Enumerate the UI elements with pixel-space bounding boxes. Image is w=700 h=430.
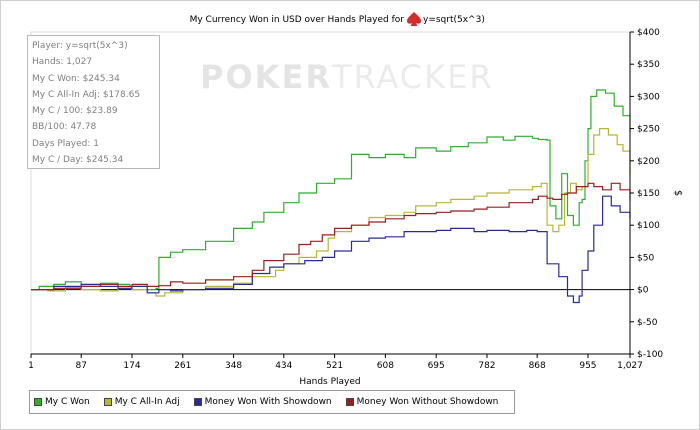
- legend: My C Won My C All-In Adj Money Won With Sh…: [29, 390, 515, 414]
- chart-title-group: My Currency Won in USD over Hands Played…: [190, 12, 485, 26]
- stat-line: My C / 100: $23.89: [32, 106, 118, 117]
- y-tick-label: $-100: [637, 350, 663, 360]
- legend-swatch: [193, 398, 202, 406]
- x-tick-label: 348: [225, 361, 242, 371]
- legend-label: My C Won: [45, 397, 90, 407]
- x-tick-label: 521: [326, 361, 343, 371]
- y-tick-label: $350: [637, 60, 660, 70]
- x-axis-label: Hands Played: [299, 377, 360, 387]
- series-line-1: [31, 89, 631, 291]
- y-tick-label: $250: [637, 125, 660, 135]
- x-tick-label: 434: [275, 361, 292, 371]
- y-tick-label: $0: [637, 286, 649, 296]
- y-tick-label: $400: [637, 28, 660, 38]
- x-tick-label: 87: [75, 361, 86, 371]
- legend-item[interactable]: My C All-In Adj: [103, 397, 180, 407]
- legend-label: Money Won Without Showdown: [356, 397, 499, 407]
- legend-swatch: [34, 398, 42, 406]
- stat-line: Hands: 1,027: [32, 57, 93, 68]
- y-tick-label: $-50: [637, 318, 658, 328]
- stat-line: Days Played: 1: [32, 138, 99, 149]
- chart-title-player: y=sqrt(5x^3): [423, 15, 485, 25]
- watermark-tracker: TRACKER: [331, 58, 494, 96]
- x-tick-label: 174: [123, 361, 140, 371]
- legend-swatch: [103, 398, 112, 406]
- stat-line: My C Won: $245.34: [32, 73, 120, 84]
- x-tick-label: 261: [174, 361, 191, 371]
- y-tick-label: $100: [637, 221, 660, 231]
- stat-line: BB/100: 47.78: [32, 122, 97, 133]
- x-tick-label: 955: [579, 361, 596, 371]
- legend-item[interactable]: Money Won With Showdown: [193, 397, 332, 407]
- y-tick-label: $200: [637, 157, 660, 167]
- y-tick-label: $50: [637, 253, 654, 263]
- spade-icon: [407, 12, 421, 26]
- chart-title: My Currency Won in USD over Hands Played…: [190, 15, 405, 25]
- x-tick-label: 1: [28, 361, 34, 371]
- legend-label: Money Won With Showdown: [204, 397, 332, 407]
- x-tick-label: 868: [529, 361, 546, 371]
- x-tick-label: 782: [478, 361, 495, 371]
- x-tick-label: 695: [428, 361, 445, 371]
- stat-line: My C All-In Adj: $178.65: [32, 89, 141, 100]
- stat-line: Player: y=sqrt(5x^3): [32, 41, 128, 51]
- watermark: POKERTRACKER: [200, 58, 494, 96]
- stat-line: My C / Day: $245.34: [32, 155, 124, 166]
- series-line-4: [31, 182, 631, 291]
- legend-item[interactable]: Money Won Without Showdown: [345, 397, 499, 407]
- y-tick-label: $300: [637, 92, 660, 102]
- stats-panel: Player: y=sqrt(5x^3) Hands: 1,027 My C Won…: [27, 35, 160, 169]
- y-axis-label: $: [672, 190, 683, 196]
- legend-swatch: [345, 398, 354, 406]
- x-tick-label: 1,027: [617, 361, 643, 371]
- y-tick-label: $150: [637, 189, 660, 199]
- series-line-3: [31, 195, 631, 304]
- x-tick-label: 608: [377, 361, 394, 371]
- watermark-poker: POKER: [200, 58, 332, 96]
- legend-item[interactable]: My C Won: [34, 397, 90, 407]
- legend-label: My C All-In Adj: [114, 397, 180, 407]
